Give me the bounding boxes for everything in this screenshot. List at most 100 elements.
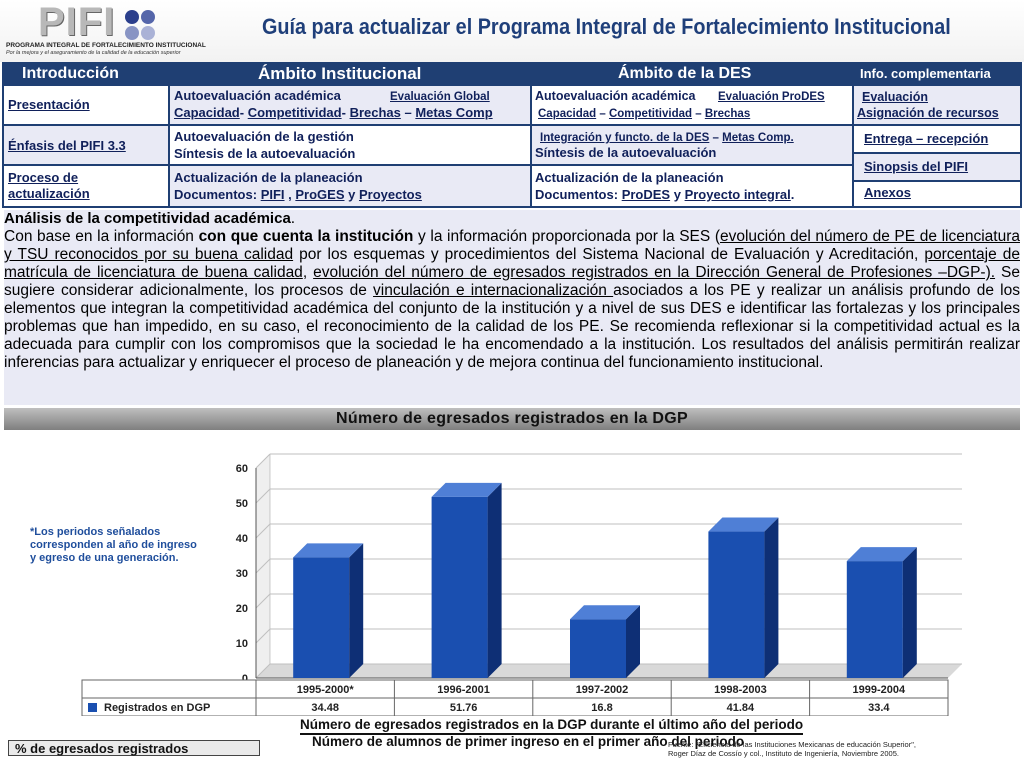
nav-link-proyecto-integral[interactable]: Proyecto integral — [684, 187, 791, 202]
nav-link-proyectos[interactable]: Proyectos — [358, 187, 422, 202]
nav-link-pifi[interactable]: PIFI — [260, 187, 285, 202]
body-underlined-3: evolución del número de egresados regist… — [313, 264, 996, 281]
bar — [431, 496, 488, 678]
bar-top — [431, 482, 502, 497]
bar-side — [487, 482, 502, 678]
source-line-1: Fuente: "Eficiencia de las Instituciones… — [668, 740, 916, 749]
nav-link-proges[interactable]: ProGES — [295, 187, 345, 202]
body-text-bold: con que cuenta la institución — [198, 228, 414, 245]
nav-link-prodes[interactable]: ProDES — [621, 187, 671, 202]
y-tick-label: 40 — [236, 533, 248, 545]
x-category-label: 1998-2003 — [714, 684, 767, 696]
nav-link-sintesis-inst[interactable]: Síntesis de la autoevaluación — [174, 146, 356, 161]
chart-title: Número de egresados registrados en la DG… — [336, 410, 688, 427]
nav-links-capacidad-row: Capacidad- Competitividad- Brechas – Met… — [174, 105, 493, 120]
nav-link-actualizacion-inst[interactable]: Actualización de la planeación — [174, 170, 363, 185]
nav-link-autoeval-academica-des[interactable]: Autoevaluación académica — [535, 89, 696, 103]
nav-link-sinopsis[interactable]: Sinopsis del PIFI — [864, 159, 969, 174]
section-paragraph: Análisis de la competitividad académica.… — [4, 210, 1020, 371]
nav-cell-autoeval-inst: Autoevaluación académica Evaluación Glob… — [170, 86, 530, 124]
conj-y-des: y — [673, 187, 681, 202]
source-line-2: Roger Díaz de Cossío y col., Instituto d… — [668, 749, 899, 758]
bar — [708, 531, 765, 678]
gridline-diag — [255, 663, 271, 679]
nav-header-introduccion[interactable]: Introducción — [22, 65, 119, 82]
nav-cell-anexos: Anexos — [854, 182, 1020, 206]
y-tick-label: 20 — [236, 603, 248, 615]
nav-link-evaluacion-global[interactable]: Evaluación Global — [390, 91, 490, 103]
bar — [846, 561, 903, 678]
data-value-label: 16.8 — [591, 702, 612, 714]
bar-top — [570, 605, 640, 620]
nav-links-capacidad-des-row: Capacidad – Competitividad – Brechas — [538, 108, 751, 120]
nav-cell-gestion: Autoevaluación de la gestión Síntesis de… — [170, 126, 530, 164]
nav-header-info-complementaria[interactable]: Info. complementaria — [860, 66, 991, 81]
legend-label: Registrados en DGP — [104, 702, 210, 714]
nav-link-capacidad-des[interactable]: Capacidad — [538, 108, 597, 120]
pct-label: % de egresados registrados — [8, 740, 260, 756]
bar-side — [626, 605, 640, 678]
body-text-3: por los esquemas y procedimientos del Si… — [293, 246, 925, 263]
nav-link-brechas-des[interactable]: Brechas — [704, 108, 751, 120]
nav-cell-evaluacion: Evaluación Asignación de recursos — [854, 86, 1020, 124]
nav-cell-integracion-des: Integración y functo. de la DES – Metas … — [532, 126, 852, 164]
docs-label: Documentos: — [174, 187, 258, 202]
nav-link-proceso[interactable]: Proceso de actualización — [8, 170, 90, 201]
nav-cell-autoeval-des: Autoevaluación académica Evaluación ProD… — [532, 86, 852, 124]
bar-top — [293, 543, 364, 558]
bar-top — [846, 547, 917, 562]
bar-chart: 0 10 20 30 40 50 60 Registrados en DGP 1995-2000… — [81, 453, 962, 716]
formula-numerator: Número de egresados registrados en la DG… — [300, 717, 804, 735]
nav-link-integracion[interactable]: Integración y functo. de la DES — [540, 132, 710, 144]
nav-link-competitividad-des[interactable]: Competitividad — [608, 108, 693, 120]
docs-des-label: Documentos: — [535, 187, 619, 202]
nav-cell-presentacion: Presentación — [4, 86, 168, 124]
conj-y: y — [348, 187, 356, 202]
nav-cell-proceso: Proceso de actualización — [4, 166, 168, 206]
nav-link-evaluacion[interactable]: Evaluación — [862, 90, 928, 104]
nav-link-enfasis[interactable]: Énfasis del PIFI 3.3 — [8, 138, 126, 153]
body-text-5: Se sugiere considerar adicionalmente, lo… — [4, 264, 1020, 299]
gridline-diag — [255, 558, 271, 574]
body-text-6: asociados a los PE y realizar un análisi… — [4, 282, 1020, 371]
y-tick-label: 0 — [242, 673, 248, 685]
nav-link-autoeval-academica[interactable]: Autoevaluación académica — [174, 88, 341, 103]
nav-cell-enfasis: Énfasis del PIFI 3.3 — [4, 126, 168, 164]
header — [0, 0, 1024, 62]
nav-docs-inst-row: Documentos: PIFI , ProGES y Proyectos — [174, 187, 422, 202]
gridline-diag — [255, 628, 271, 644]
nav-link-autoeval-gestion[interactable]: Autoevaluación de la gestión — [174, 129, 354, 144]
nav-link-presentacion[interactable]: Presentación — [8, 97, 90, 112]
nav-cell-planeacion-des: Actualización de la planeación Documento… — [532, 166, 852, 206]
page-title: Guía para actualizar el Programa Integra… — [262, 14, 951, 39]
nav-link-asignacion[interactable]: Asignación de recursos — [857, 106, 999, 120]
chart-side-note: *Los periodos señalados corresponden al … — [30, 526, 197, 564]
nav-link-entrega[interactable]: Entrega – recepción — [864, 131, 989, 146]
nav-link-brechas[interactable]: Brechas — [349, 105, 401, 120]
nav-link-competitividad[interactable]: Competitividad — [247, 105, 342, 120]
nav-link-capacidad[interactable]: Capacidad — [174, 105, 240, 120]
x-category-label: 1999-2004 — [852, 684, 905, 696]
gridline-diag — [255, 453, 271, 469]
bar-side — [349, 543, 364, 678]
gridline-diag — [255, 488, 271, 504]
gridline-diag — [255, 523, 271, 539]
nav-link-sintesis-des[interactable]: Síntesis de la autoevaluación — [535, 145, 717, 160]
logo-text: PIFI — [38, 0, 116, 44]
nav-link-actualizacion-des[interactable]: Actualización de la planeación — [535, 170, 724, 185]
nav-link-metas-des[interactable]: Metas Comp. — [722, 132, 794, 144]
nav-links-integracion-row: Integración y functo. de la DES – Metas … — [540, 132, 794, 144]
nav-header-ambito-des[interactable]: Ámbito de la DES — [618, 65, 752, 82]
nav-link-anexos[interactable]: Anexos — [864, 185, 911, 200]
nav-header-ambito-institucional[interactable]: Ámbito Institucional — [258, 64, 422, 83]
nav-cell-entrega: Entrega – recepción — [854, 126, 1020, 152]
bar — [570, 619, 626, 678]
legend-swatch — [88, 703, 97, 712]
data-value-label: 41.84 — [727, 702, 755, 714]
nav-cell-planeacion-inst: Actualización de la planeación Documento… — [170, 166, 530, 206]
nav-link-evaluacion-prodes[interactable]: Evaluación ProDES — [718, 91, 825, 103]
body-text-1: Con base en la información — [4, 228, 194, 245]
body-text-4: , — [302, 264, 314, 281]
nav-link-metas[interactable]: Metas Comp — [415, 105, 493, 120]
pifi-logo: PIFI PROGRAMA INTEGRAL DE FORTALECIMIENT… — [4, 0, 206, 58]
